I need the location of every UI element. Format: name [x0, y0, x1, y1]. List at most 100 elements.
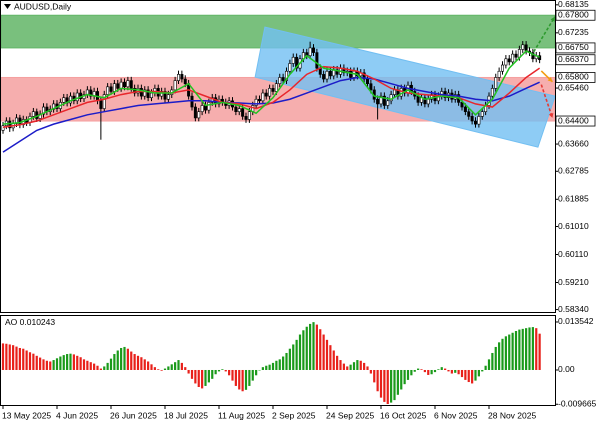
menu-triangle[interactable] — [4, 4, 11, 9]
candle-body — [264, 92, 268, 97]
ao-last-value: 0.010243 — [20, 317, 56, 327]
candle-body — [322, 74, 326, 80]
candle-body — [123, 81, 127, 88]
ao-bar — [187, 369, 190, 374]
y-tick-label: -0.009665 — [558, 398, 596, 408]
ao-bar — [18, 348, 21, 370]
candle-body — [524, 44, 528, 52]
ao-bar — [305, 326, 308, 370]
ao-bar — [140, 357, 143, 370]
ao-bar — [116, 350, 119, 370]
candle-body — [210, 97, 214, 103]
ao-bar — [120, 348, 123, 370]
ao-bar — [457, 369, 460, 375]
ao-bar — [28, 352, 32, 370]
ao-bar — [5, 343, 8, 370]
candle-body — [177, 74, 181, 81]
ao-bar — [32, 353, 35, 370]
ao-bar — [423, 369, 426, 373]
y-tick-label: 0.60110 — [558, 249, 588, 259]
ao-bar — [329, 345, 332, 370]
chart-title: AUDUSD,Daily — [14, 1, 72, 11]
ao-bar — [96, 365, 99, 370]
ao-bar — [25, 350, 28, 370]
candle-body — [416, 95, 420, 103]
x-tick-label: 16 Oct 2025 — [380, 410, 427, 420]
candle-body — [480, 111, 484, 117]
ao-bar — [244, 369, 248, 390]
ao-bar — [292, 344, 295, 370]
candle-body — [261, 92, 265, 102]
ao-bar — [42, 359, 45, 370]
ao-bar — [312, 322, 315, 370]
y-tick-label: 0.00 — [558, 364, 575, 374]
x-tick-label: 11 Aug 2025 — [218, 410, 265, 420]
ao-bar — [82, 359, 86, 370]
candle-body — [241, 108, 245, 117]
candle-body — [247, 111, 251, 120]
ao-bar — [201, 369, 204, 389]
candle-body — [237, 108, 241, 112]
ao-bar — [55, 358, 59, 370]
y-tick-label: 0.62785 — [558, 166, 589, 176]
ao-bar — [336, 355, 339, 370]
ao-bar — [487, 359, 491, 370]
candle-body — [382, 95, 386, 106]
candle-body — [295, 56, 299, 69]
ao-title: AO 0.010243 — [5, 317, 55, 327]
ao-bar — [268, 364, 271, 370]
ao-bar — [417, 368, 420, 370]
ao-bar — [332, 350, 335, 370]
candle-body — [163, 91, 167, 100]
ao-bar — [231, 369, 234, 381]
candle-body — [369, 83, 373, 91]
ao-bar — [535, 328, 538, 370]
ao-bar — [356, 360, 359, 370]
ao-bar — [359, 360, 362, 370]
candle-body — [274, 83, 278, 92]
ao-bar — [133, 354, 136, 370]
ao-bar — [197, 369, 200, 388]
level-label: 0.67800 — [558, 9, 589, 19]
ao-bar — [123, 346, 126, 370]
candle-body — [139, 88, 143, 97]
ao-bar — [295, 339, 298, 370]
ao-bar — [106, 362, 109, 370]
ao-bar — [39, 357, 42, 370]
candle-body — [426, 98, 430, 105]
ao-bar — [180, 362, 183, 370]
candle-body — [460, 102, 464, 108]
ao-bar — [170, 364, 173, 370]
ao-bar — [49, 361, 52, 370]
ao-bar — [93, 363, 96, 370]
candle-body — [467, 111, 471, 117]
y-tick-label: 0.61885 — [558, 194, 589, 204]
moving-average — [2, 50, 540, 125]
candle-body — [463, 106, 467, 112]
candle-body — [308, 47, 312, 56]
ao-bar — [504, 336, 507, 370]
candle-body — [143, 89, 147, 97]
ao-bar — [322, 334, 325, 370]
ao-bar — [160, 369, 163, 371]
ao-bar — [194, 369, 197, 384]
ao-bar — [204, 369, 207, 386]
ao-bar — [72, 354, 75, 370]
ao-bar — [521, 328, 524, 370]
arrow-head — [550, 16, 555, 22]
ao-bar — [379, 369, 383, 398]
candle-body — [146, 89, 150, 98]
ao-bar — [241, 369, 244, 392]
ao-bar — [143, 359, 146, 370]
ao-bar — [413, 369, 416, 372]
ao-bar — [474, 369, 477, 381]
ao-bar — [271, 362, 275, 370]
ao-bar — [433, 369, 437, 373]
ao-bar — [136, 355, 140, 370]
ao-bar — [315, 324, 318, 370]
candle-body — [392, 89, 396, 95]
ao-bar — [22, 348, 25, 370]
ao-bar — [531, 327, 534, 370]
ao-bar — [278, 359, 281, 370]
